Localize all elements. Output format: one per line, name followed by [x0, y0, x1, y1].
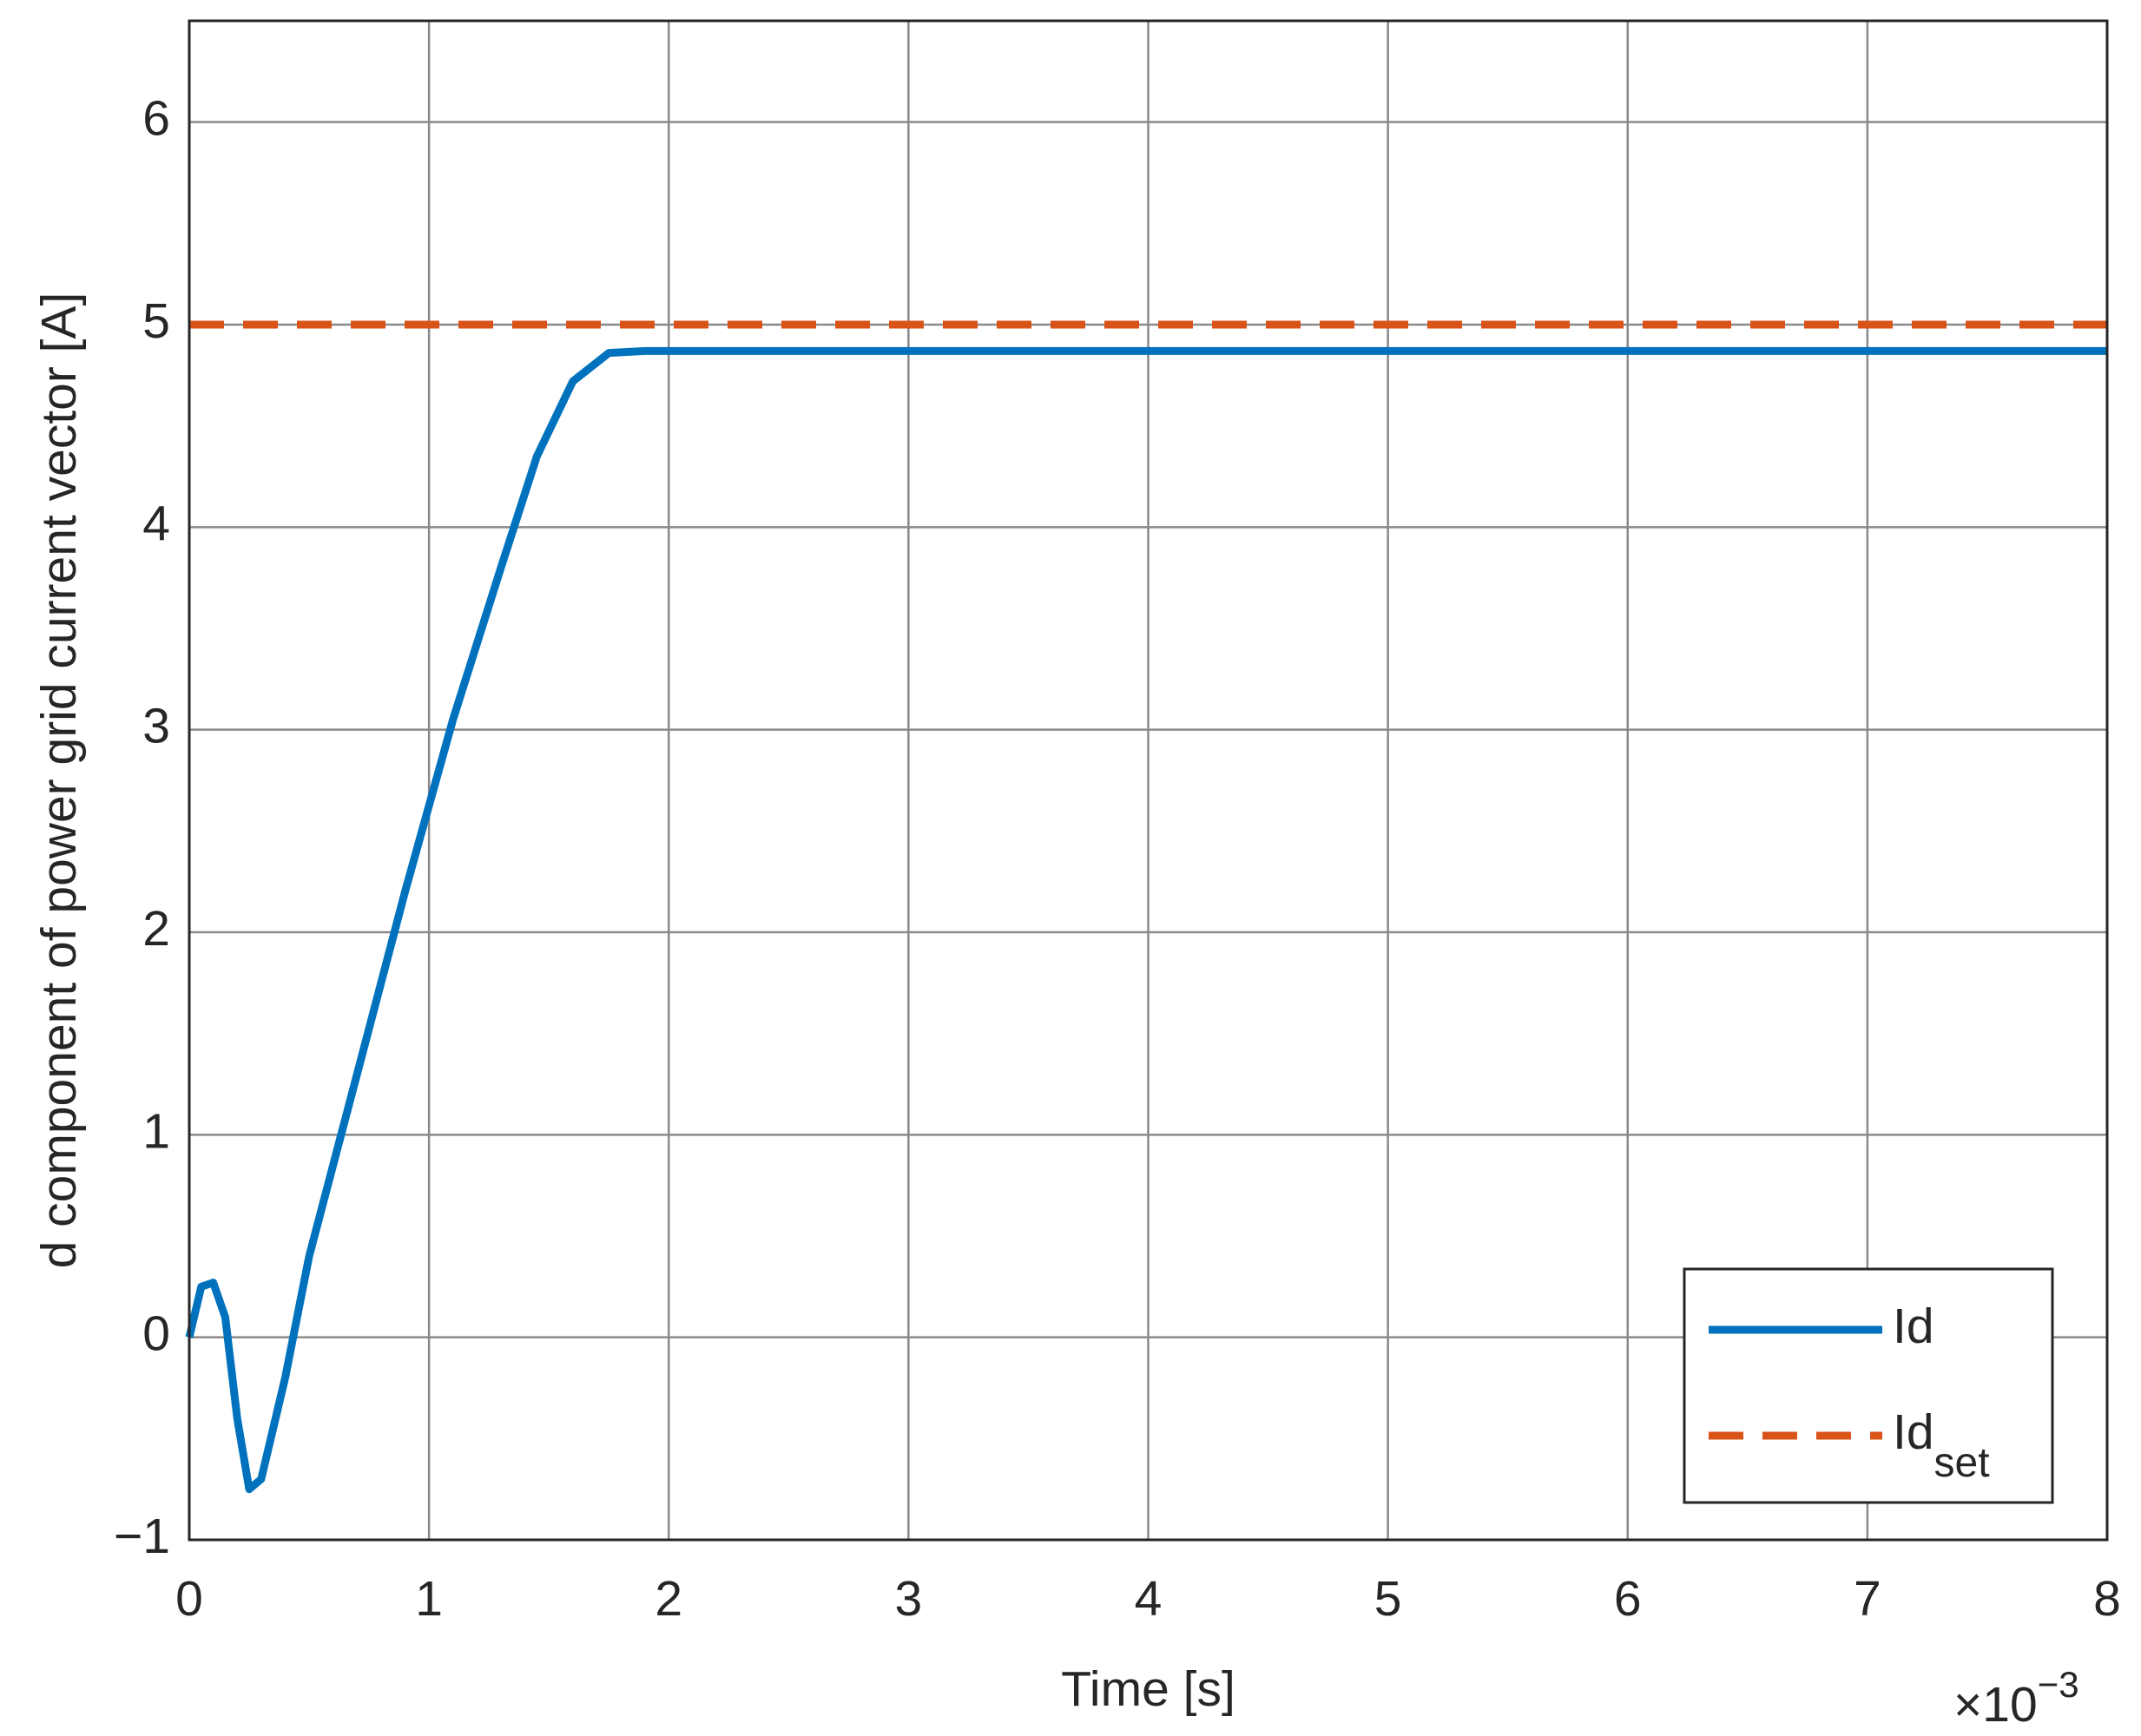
multiplier-base: ×10: [1953, 1677, 2038, 1733]
y-tick-label: 1: [142, 1103, 170, 1159]
legend-label: Id: [1893, 1299, 1934, 1354]
x-tick-label: 3: [895, 1571, 923, 1627]
legend-box: [1683, 1267, 2054, 1504]
x-tick-label: 6: [1614, 1571, 1642, 1627]
x-axis-label: Time [s]: [1061, 1661, 1235, 1717]
axes-box: [188, 19, 2109, 1542]
x-tick-label: 5: [1374, 1571, 1402, 1627]
x-tick-label: 0: [175, 1571, 203, 1627]
y-tick-label: 6: [142, 91, 170, 147]
legend-label: Idset: [1893, 1404, 1990, 1486]
legend-subscript: set: [1934, 1440, 1990, 1486]
y-tick-label: 5: [142, 293, 170, 349]
x-tick-label: 4: [1135, 1571, 1163, 1627]
legend-name: Id: [1893, 1299, 1934, 1354]
data-line: [185, 346, 2107, 1494]
multiplier-exponent: −3: [2038, 1664, 2079, 1705]
y-axis-label: d component of power grid current vector…: [31, 293, 87, 1269]
x-tick-label: 7: [1854, 1571, 1881, 1627]
x-tick-label: 1: [415, 1571, 443, 1627]
x-tick-label: 2: [655, 1571, 682, 1627]
y-tick-label: 0: [142, 1306, 170, 1362]
legend-name: Id: [1893, 1404, 1934, 1460]
y-tick-label: 3: [142, 699, 170, 754]
y-tick-label: 2: [142, 901, 170, 957]
y-tick-label: −1: [114, 1509, 170, 1564]
y-tick-label: 4: [142, 496, 170, 551]
x-multiplier: ×10−3: [1953, 1664, 2079, 1733]
x-tick-label: 8: [2093, 1571, 2121, 1627]
